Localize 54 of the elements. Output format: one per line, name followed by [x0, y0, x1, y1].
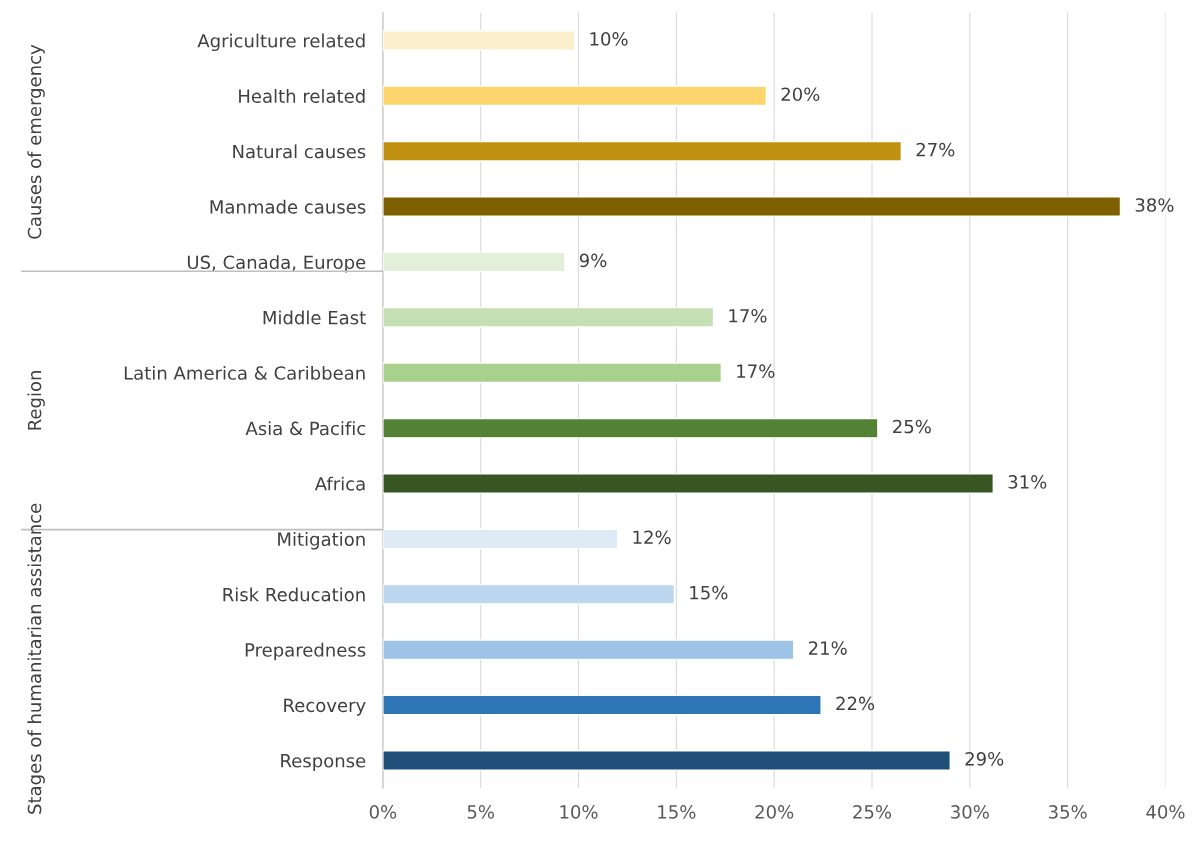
data-label: 17% — [729, 308, 767, 323]
y-tick-label: Manmade causes — [210, 199, 366, 214]
bar — [382, 528, 619, 550]
y-tick-label: Mitigation — [278, 532, 365, 550]
bar — [382, 639, 795, 661]
bar — [382, 583, 676, 605]
y-tick-label: Africa — [314, 476, 365, 491]
data-label: 25% — [893, 419, 931, 434]
data-label: 10% — [590, 32, 628, 46]
bar — [382, 85, 768, 107]
x-tick-label: 25% — [853, 805, 892, 819]
data-label: 15% — [690, 585, 728, 600]
data-label: 17% — [737, 364, 775, 378]
y-tick-label: Natural causes — [233, 144, 366, 159]
bar — [382, 750, 951, 771]
y-tick-label: Response — [281, 754, 366, 772]
x-tick-label: 35% — [1048, 805, 1087, 819]
y-tick-label: Latin America & Caribbean — [124, 365, 365, 380]
bar — [382, 140, 903, 162]
data-label: 9% — [579, 253, 607, 268]
x-tick-label: 10% — [560, 805, 598, 819]
data-label: 20% — [781, 87, 820, 102]
bar — [382, 30, 576, 51]
y-tick-label: Middle East — [263, 310, 366, 325]
data-label: 21% — [808, 641, 847, 655]
x-tick-label: 30% — [951, 805, 989, 819]
x-tick-label: 5% — [467, 805, 495, 819]
x-tick-label: 40% — [1146, 805, 1185, 819]
y-tick-label: US, Canada, Europe — [187, 255, 366, 273]
text: Stages of humanitarian assistance — [27, 503, 45, 814]
data-label: 12% — [633, 530, 671, 545]
data-label: 27% — [916, 142, 955, 157]
x-tick-label: 15% — [658, 805, 696, 819]
bar — [382, 473, 994, 494]
y-tick-label: Asia & Pacific — [245, 421, 366, 436]
y-tick-label: Health related — [239, 88, 365, 103]
y-tick-label: Agriculture related — [197, 33, 365, 52]
data-label: 38% — [1135, 198, 1174, 212]
x-tick-label: 20% — [755, 805, 794, 819]
y-tick-label: Preparedness — [245, 642, 366, 661]
bar — [382, 694, 822, 716]
data-label: 31% — [1008, 475, 1047, 489]
y-tick-label: Risk Reducation — [223, 587, 365, 602]
bar — [382, 306, 715, 328]
x-tick-label: 0% — [369, 805, 397, 819]
data-label: 22% — [836, 696, 875, 711]
y-tick-label: Recovery — [284, 698, 366, 716]
data-label: 29% — [965, 751, 1004, 766]
text: Region — [27, 371, 45, 430]
bar — [382, 362, 723, 384]
bar — [382, 196, 1122, 217]
bar — [382, 417, 879, 439]
bar — [382, 251, 566, 273]
text: Causes of emergency — [27, 44, 45, 239]
